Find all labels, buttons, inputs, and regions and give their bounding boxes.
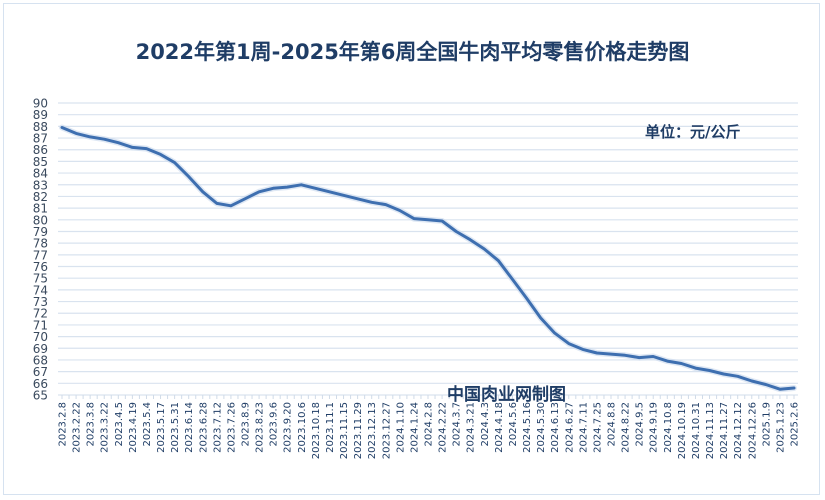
y-tick-label: 84 [33, 167, 48, 181]
x-tick-label: 2023.2.22 [72, 402, 83, 453]
x-tick-label: 2024.6.13 [550, 402, 561, 453]
x-tick-label: 2023.7.12 [212, 402, 223, 453]
y-tick-label: 77 [33, 248, 48, 262]
x-tick-label: 2024.10.8 [663, 402, 674, 453]
x-tick-label: 2024.2.8 [424, 402, 435, 447]
y-tick-label: 71 [33, 318, 48, 332]
y-tick-label: 89 [33, 108, 48, 122]
x-tick-label: 2023.4.19 [128, 402, 139, 453]
x-tick-label: 2024.8.22 [621, 402, 632, 453]
y-tick-label: 70 [33, 330, 48, 344]
x-tick-label: 2024.11.27 [719, 402, 730, 459]
x-tick-label: 2024.7.25 [592, 402, 603, 453]
y-tick-label: 73 [33, 295, 48, 309]
x-tick-label: 2024.10.31 [691, 402, 702, 459]
x-tick-label: 2024.7.11 [578, 402, 589, 453]
watermark: 中国肉业网制图 [447, 385, 566, 405]
y-tick-label: 88 [33, 120, 48, 134]
y-tick-label: 81 [33, 202, 48, 216]
series-line-shadow [59, 124, 797, 393]
series-line [60, 126, 796, 391]
x-tick-label: 2023.4.5 [114, 402, 125, 447]
y-tick-label: 82 [33, 190, 48, 204]
y-tick-label: 87 [33, 132, 48, 146]
x-tick-label: 2025.1.23 [775, 402, 786, 453]
x-tick-label: 2025.2.6 [790, 402, 801, 447]
y-tick-label: 86 [33, 143, 48, 157]
y-tick-label: 67 [33, 365, 48, 379]
x-tick-label: 2024.3.7 [452, 402, 463, 447]
x-tick-label: 2024.9.19 [649, 402, 660, 453]
x-tick-label: 2023.5.4 [142, 402, 153, 447]
x-tick-label: 2023.9.6 [269, 402, 280, 447]
y-tick-label: 78 [33, 237, 48, 251]
x-tick-label: 2023.6.28 [198, 402, 209, 453]
x-tick-label: 2023.2.8 [58, 402, 69, 447]
x-tick-label: 2024.8.8 [607, 402, 618, 447]
x-tick-label: 2023.11.1 [325, 402, 336, 453]
x-tick-label: 2023.3.22 [100, 402, 111, 453]
y-tick-label: 85 [33, 155, 48, 169]
y-tick-label: 68 [33, 353, 48, 367]
y-tick-label: 79 [33, 225, 48, 239]
y-tick-label: 90 [33, 97, 48, 111]
x-tick-label: 2023.10.6 [297, 402, 308, 453]
x-tick-label: 2023.12.13 [367, 402, 378, 459]
x-tick-label: 2024.2.22 [438, 402, 449, 453]
y-tick-label: 83 [33, 178, 48, 192]
y-tick-label: 80 [33, 213, 48, 227]
x-tick-label: 2024.10.19 [677, 402, 688, 459]
x-tick-label: 2024.1.24 [409, 402, 420, 453]
y-tick-label: 66 [33, 377, 48, 391]
y-tick-label: 76 [33, 260, 48, 274]
x-tick-label: 2025.1.9 [761, 402, 772, 447]
x-tick-label: 2023.11.15 [339, 402, 350, 459]
x-tick-label: 2024.5.6 [508, 402, 519, 447]
x-tick-label: 2023.5.17 [156, 402, 167, 453]
x-tick-label: 2024.4.3 [480, 402, 491, 447]
x-tick-label: 2024.9.5 [635, 402, 646, 447]
y-tick-label: 75 [33, 272, 48, 286]
x-tick-label: 2023.6.14 [184, 402, 195, 453]
x-tick-label: 2023.8.23 [255, 402, 266, 453]
x-tick-label: 2024.6.27 [564, 402, 575, 453]
x-tick-label: 2024.4.18 [494, 402, 505, 453]
x-tick-label: 2023.9.20 [283, 402, 294, 453]
x-tick-label: 2023.7.26 [226, 402, 237, 453]
x-tick-label: 2024.12.26 [747, 402, 758, 459]
x-tick-label: 2023.12.27 [381, 402, 392, 459]
x-tick-label: 2024.12.12 [733, 402, 744, 459]
x-tick-label: 2024.3.21 [466, 402, 477, 453]
y-tick-label: 65 [33, 389, 48, 403]
y-tick-label: 74 [33, 283, 48, 297]
y-tick-label: 69 [33, 342, 48, 356]
x-tick-label: 2024.1.10 [395, 402, 406, 453]
chart-title: 2022年第1周-2025年第6周全国牛肉平均零售价格走势图 [135, 40, 690, 64]
x-tick-label: 2024.5.16 [522, 402, 533, 453]
chart-frame [3, 3, 820, 495]
y-tick-label: 72 [33, 307, 48, 321]
x-tick-label: 2023.8.9 [241, 402, 252, 447]
x-tick-label: 2024.5.30 [536, 402, 547, 453]
x-tick-label: 2023.10.18 [311, 402, 322, 459]
x-tick-label: 2023.11.29 [353, 402, 364, 459]
x-tick-label: 2023.3.8 [86, 402, 97, 447]
x-tick-label: 2024.11.13 [705, 402, 716, 459]
x-tick-label: 2023.5.31 [170, 402, 181, 453]
unit-label: 单位：元/公斤 [645, 123, 741, 141]
